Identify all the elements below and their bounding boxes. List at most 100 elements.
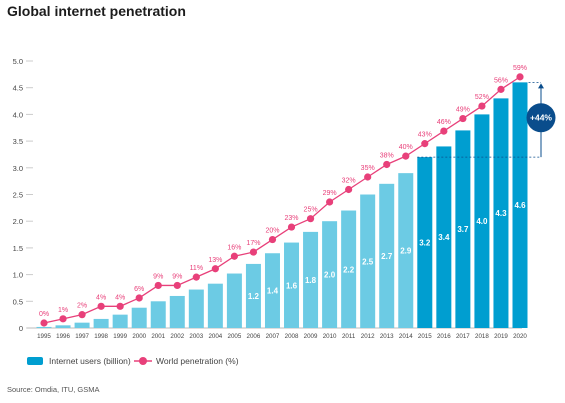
x-tick-label: 2020 xyxy=(513,333,527,340)
bar-value-label: 4.3 xyxy=(495,209,507,218)
annotation-badge-text: +44% xyxy=(530,113,552,123)
x-tick-label: 1998 xyxy=(94,333,108,340)
bar-2000 xyxy=(131,307,147,328)
bar-value-label: 1.8 xyxy=(305,276,317,285)
legend-label-world-penetration: World penetration (%) xyxy=(156,356,239,366)
penetration-label: 9% xyxy=(153,273,163,280)
bar-value-label: 2.9 xyxy=(400,247,412,256)
penetration-label: 1% xyxy=(58,307,68,314)
x-tick-label: 1999 xyxy=(113,333,127,340)
y-tick-label: 3.5 xyxy=(13,137,23,146)
bar-value-label: 4.6 xyxy=(514,201,526,210)
bar-2014 xyxy=(398,173,414,328)
bar-2020 xyxy=(512,82,528,328)
penetration-label: 0% xyxy=(39,311,49,318)
penetration-point-2012 xyxy=(364,173,372,181)
penetration-point-2018 xyxy=(478,102,486,110)
x-tick-label: 2018 xyxy=(475,333,489,340)
bar-2017 xyxy=(455,130,471,328)
y-tick-label: 1.5 xyxy=(13,244,23,253)
penetration-label: 25% xyxy=(304,207,318,214)
penetration-label: 2% xyxy=(77,303,87,310)
penetration-label: 46% xyxy=(437,119,451,126)
penetration-point-2017 xyxy=(459,114,467,123)
chart-title: Global internet penetration xyxy=(7,3,186,19)
bar-value-label: 3.7 xyxy=(457,225,469,234)
penetration-point-2016 xyxy=(440,127,448,135)
penetration-label: 43% xyxy=(418,132,432,139)
penetration-point-2007 xyxy=(268,235,277,244)
penetration-label: 9% xyxy=(172,273,182,280)
x-tick-label: 2014 xyxy=(399,333,413,340)
penetration-point-2000 xyxy=(135,294,143,302)
x-tick-label: 1996 xyxy=(56,333,70,340)
penetration-label: 4% xyxy=(96,294,106,301)
x-tick-label: 1995 xyxy=(37,333,51,340)
bar-2019 xyxy=(493,98,509,328)
x-tick-label: 2001 xyxy=(151,333,165,340)
penetration-label: 11% xyxy=(190,265,204,272)
bar-2005 xyxy=(226,273,242,328)
penetration-label: 32% xyxy=(342,178,356,185)
penetration-point-2006 xyxy=(249,248,258,256)
penetration-point-2014 xyxy=(402,152,410,160)
legend-marker-world-penetration xyxy=(139,357,147,365)
bar-1998 xyxy=(93,318,109,328)
penetration-point-2001 xyxy=(154,281,162,290)
bar-2004 xyxy=(207,283,223,328)
x-tick-label: 2004 xyxy=(208,333,222,340)
legend-swatch-internet-users xyxy=(27,357,43,365)
penetration-point-2005 xyxy=(230,252,238,260)
y-tick-label: 4.5 xyxy=(13,84,23,93)
penetration-label: 56% xyxy=(494,77,508,84)
penetration-point-2009 xyxy=(306,215,315,223)
bar-1999 xyxy=(112,314,128,328)
penetration-label: 6% xyxy=(134,286,144,293)
bar-2009 xyxy=(303,231,319,328)
x-tick-label: 2019 xyxy=(494,333,508,340)
penetration-label: 20% xyxy=(265,228,279,235)
penetration-label: 17% xyxy=(246,240,260,247)
x-tick-label: 2010 xyxy=(323,333,337,340)
x-tick-label: 2009 xyxy=(304,333,318,340)
penetration-label: 13% xyxy=(208,257,222,264)
bar-2001 xyxy=(150,301,166,328)
y-tick-label: 2.0 xyxy=(13,217,23,226)
source-note: Source: Omdia, ITU, GSMA xyxy=(7,385,100,394)
penetration-point-2004 xyxy=(211,265,219,273)
bar-value-label: 4.0 xyxy=(476,217,488,226)
y-tick-label: 0 xyxy=(19,324,23,333)
penetration-label: 23% xyxy=(285,215,299,222)
penetration-label: 38% xyxy=(380,152,394,159)
penetration-point-2008 xyxy=(287,223,296,231)
bar-2013 xyxy=(379,183,395,328)
bar-2010 xyxy=(322,221,338,328)
y-tick-label: 0.5 xyxy=(13,297,23,306)
bar-value-label: 2.5 xyxy=(362,257,374,266)
y-tick-label: 4.0 xyxy=(13,110,23,119)
penetration-label: 52% xyxy=(475,94,489,101)
bar-2003 xyxy=(188,289,204,328)
bar-value-label: 1.4 xyxy=(267,287,279,296)
bar-2012 xyxy=(360,194,376,328)
bar-2016 xyxy=(436,146,452,328)
x-tick-label: 2013 xyxy=(380,333,394,340)
penetration-label: 40% xyxy=(399,144,413,151)
y-tick-label: 3.0 xyxy=(13,164,23,173)
penetration-point-1997 xyxy=(78,311,86,319)
penetration-label: 35% xyxy=(361,165,375,172)
x-tick-label: 2011 xyxy=(342,333,356,340)
annotation-arrow-head xyxy=(538,83,544,89)
penetration-point-2002 xyxy=(173,281,181,290)
penetration-point-1999 xyxy=(116,302,124,310)
y-tick-label: 1.0 xyxy=(13,271,23,280)
bar-2008 xyxy=(284,242,300,328)
y-tick-label: 2.5 xyxy=(13,191,23,200)
bar-2011 xyxy=(341,210,357,328)
x-tick-label: 2005 xyxy=(228,333,242,340)
bar-2002 xyxy=(169,295,185,328)
x-tick-label: 2012 xyxy=(361,333,375,340)
x-tick-label: 2002 xyxy=(170,333,184,340)
penetration-label: 59% xyxy=(513,65,527,72)
bar-1995 xyxy=(36,326,52,328)
